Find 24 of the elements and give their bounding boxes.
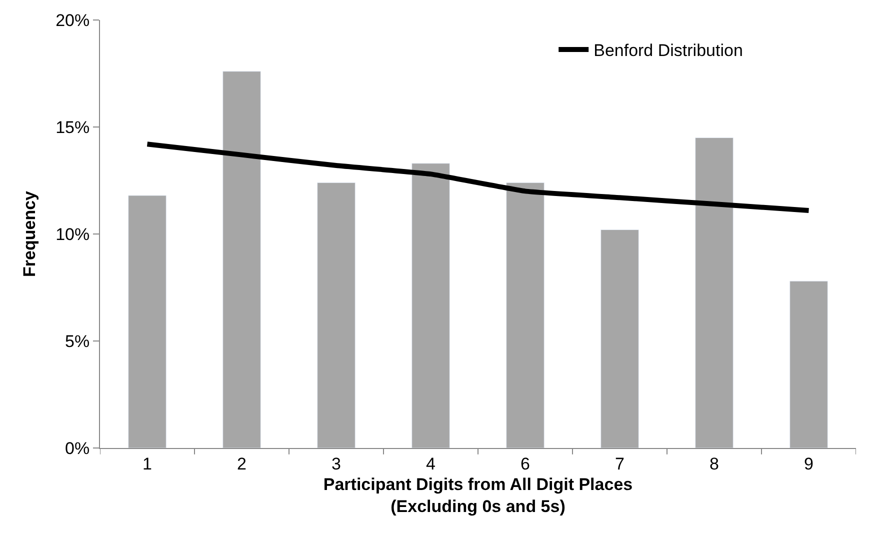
bar (695, 137, 734, 448)
x-tick-label: 4 (426, 454, 436, 474)
x-tick-label: 8 (710, 454, 719, 474)
bar (412, 163, 450, 448)
y-tick-label: 0% (65, 438, 90, 458)
bar (128, 195, 166, 448)
x-tick-label: 2 (237, 454, 246, 474)
x-tick-label: 6 (520, 454, 530, 474)
y-tick-label: 15% (56, 118, 90, 137)
x-axis-title: Participant Digits from All Digit Places (Excluding 0s and 5s) (323, 474, 633, 516)
bar (600, 229, 639, 448)
y-tick-label: 10% (56, 224, 90, 244)
y-tick-label: 5% (65, 332, 90, 351)
y-tick-label: 20% (56, 10, 90, 30)
x-tick-label: 9 (804, 454, 814, 474)
x-tick-label: 1 (142, 454, 152, 474)
y-axis-title: Frequency (20, 190, 40, 277)
bar (222, 71, 261, 448)
x-tick-label: 7 (615, 454, 624, 474)
bar (790, 280, 828, 448)
legend-label: Benford Distribution (594, 41, 743, 60)
bar (506, 182, 544, 448)
x-tick-label: 3 (332, 454, 341, 474)
bar (317, 182, 356, 448)
